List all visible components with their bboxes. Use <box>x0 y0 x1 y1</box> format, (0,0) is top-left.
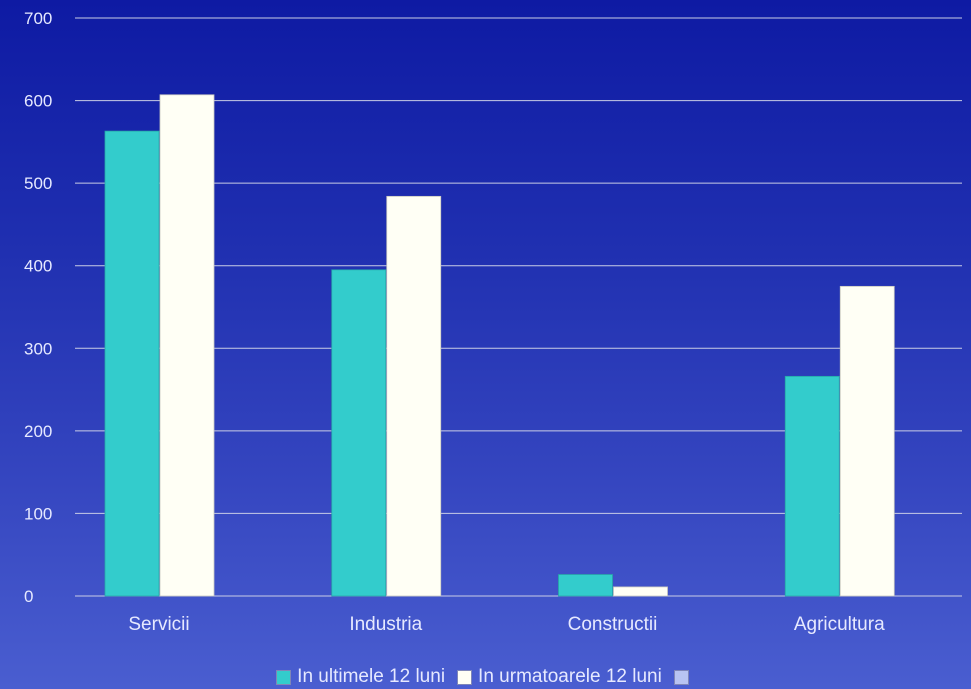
gridlines <box>75 17 962 597</box>
bar-agricultura-series-1 <box>784 375 840 597</box>
bar-agricultura-series-2 <box>839 285 895 597</box>
bar-constructii-series-1 <box>558 574 613 597</box>
bar-constructii-series-2 <box>613 586 668 597</box>
legend-label-series-1: In ultimele 12 luni <box>297 666 446 687</box>
legend-item-series-1: In ultimele 12 luni <box>276 666 445 688</box>
legend-item-series-3 <box>673 669 695 685</box>
legend-item-series-2: In urmatoarele 12 luni <box>457 666 662 688</box>
legend-swatch-series-1 <box>276 669 292 685</box>
legend-swatch-series-2 <box>457 669 473 685</box>
bar-servicii-series-2 <box>159 94 215 597</box>
bars <box>104 94 895 597</box>
y-tick-label: 200 <box>24 422 52 441</box>
y-tick-label: 0 <box>24 587 33 606</box>
y-tick-label: 300 <box>24 339 52 358</box>
x-category-label: Servicii <box>128 614 189 635</box>
y-tick-label: 100 <box>24 504 52 523</box>
x-category-label: Industria <box>349 614 422 635</box>
y-axis-ticks: 0 100 200 300 400 500 600 700 <box>24 9 52 606</box>
legend-label-series-2: In urmatoarele 12 luni <box>478 666 662 687</box>
x-category-label: Constructii <box>568 614 658 635</box>
x-axis-labels: Servicii Industria Constructii Agricultura <box>128 614 885 635</box>
legend: In ultimele 12 luni In urmatoarele 12 lu… <box>0 666 971 688</box>
y-tick-label: 500 <box>24 174 52 193</box>
bar-industria-series-2 <box>386 195 442 597</box>
x-category-label: Agricultura <box>794 614 885 635</box>
legend-swatch-series-3 <box>673 669 689 685</box>
y-tick-label: 400 <box>24 257 52 276</box>
bar-chart: 0 100 200 300 400 500 600 700 Servicii Industria… <box>24 9 962 635</box>
bar-industria-series-1 <box>331 269 387 597</box>
y-tick-label: 600 <box>24 92 52 111</box>
bar-servicii-series-1 <box>104 130 160 597</box>
y-tick-label: 700 <box>24 9 52 28</box>
